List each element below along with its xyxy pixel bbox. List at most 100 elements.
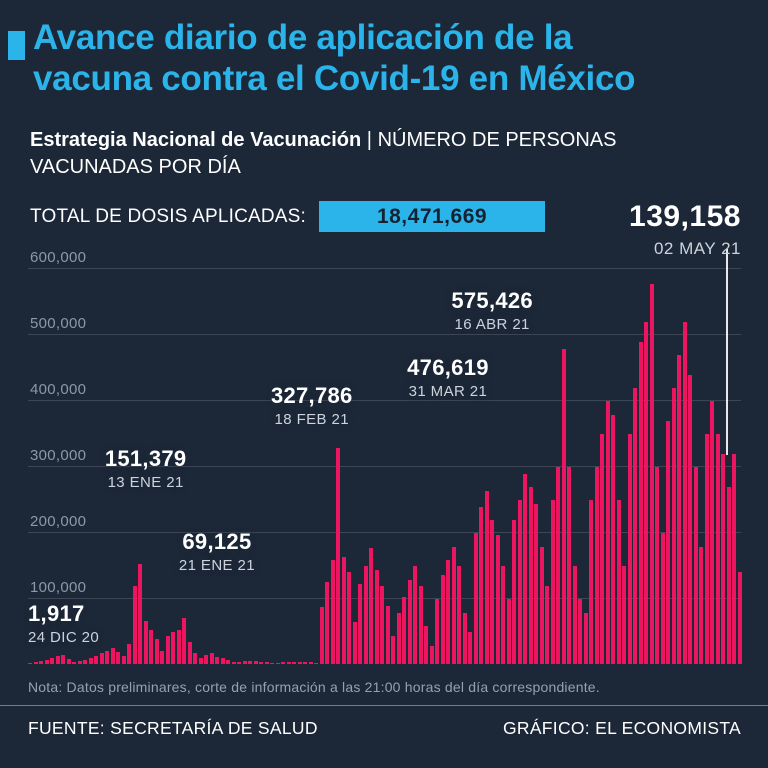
bar (275, 662, 280, 664)
bar (369, 547, 373, 664)
total-doses-label: TOTAL DE DOSIS APLICADAS: (30, 205, 307, 227)
bar (253, 661, 258, 664)
bar (402, 596, 406, 664)
bar (611, 414, 615, 664)
footer: FUENTE: SECRETARÍA DE SALUD GRÁFICO: EL … (28, 718, 741, 739)
graphic-credit: GRÁFICO: EL ECONOMISTA (502, 718, 741, 738)
bar (556, 467, 560, 664)
bar (737, 572, 742, 664)
bar (688, 374, 692, 664)
bar (55, 655, 60, 664)
bar (66, 658, 71, 664)
page-title: Avance diario de aplicación de la vacuna… (33, 17, 636, 99)
bar (330, 559, 335, 664)
bar (314, 662, 318, 664)
bar (270, 662, 274, 664)
bar (385, 605, 390, 664)
bar (171, 632, 175, 664)
bar (429, 645, 434, 664)
gridline (28, 400, 741, 401)
bar (149, 629, 153, 664)
bar (539, 546, 544, 664)
page-title-line2: vacuna contra el Covid-19 en México (33, 59, 636, 98)
bar (281, 662, 285, 664)
y-axis-label: 200,000 (30, 513, 87, 530)
bar (132, 586, 137, 664)
bar (204, 655, 208, 664)
bar (512, 520, 516, 664)
bar (633, 388, 637, 664)
bar (479, 506, 483, 664)
bar (187, 641, 192, 664)
bar (666, 421, 670, 664)
bar (677, 355, 681, 664)
bar (209, 653, 214, 664)
bar (248, 660, 252, 664)
bar (495, 534, 500, 664)
gridline (28, 334, 741, 335)
bar (440, 574, 445, 664)
bar (418, 586, 423, 664)
bar (517, 500, 522, 664)
bar (693, 467, 698, 664)
bar (605, 401, 610, 664)
subtitle-separator: | (366, 129, 372, 151)
bar (325, 581, 329, 664)
bar (83, 659, 87, 664)
bar (671, 388, 676, 664)
bar (237, 662, 241, 664)
bar (380, 586, 384, 664)
footnote: Nota: Datos preliminares, corte de infor… (28, 679, 600, 695)
bar (33, 662, 38, 664)
bar (589, 500, 593, 664)
bar (572, 566, 577, 664)
bar (198, 658, 203, 664)
bar (165, 636, 170, 664)
y-axis-label: 100,000 (30, 579, 87, 596)
gridline (28, 268, 741, 269)
bar (138, 564, 142, 664)
bar (721, 454, 725, 664)
bar (61, 654, 65, 664)
bar (523, 473, 527, 664)
bar (182, 618, 186, 664)
bar (308, 662, 313, 664)
bar (50, 658, 54, 664)
bar (77, 660, 82, 664)
bar (352, 621, 357, 664)
bar (347, 571, 351, 664)
footer-divider (0, 705, 768, 706)
subtitle-strategy: Estrategia Nacional de Vacunación (30, 129, 362, 151)
bar (457, 566, 461, 664)
bar (622, 566, 626, 664)
bar (594, 467, 599, 664)
bar (303, 661, 307, 664)
bar (193, 653, 197, 664)
bar (242, 661, 247, 664)
bar (468, 632, 472, 664)
title-accent-marker (8, 31, 25, 60)
latest-day-value: 139,158 (629, 200, 741, 233)
bar (715, 434, 720, 664)
bar (391, 636, 395, 664)
bar (413, 566, 417, 664)
bar (374, 570, 379, 664)
bar-series (28, 268, 742, 664)
page-title-line1: Avance diario de aplicación de la (33, 18, 573, 57)
bar (699, 546, 703, 664)
bar (462, 612, 467, 664)
subtitle-description: NÚMERO DE PERSONAS VACUNADAS POR DÍA (30, 129, 617, 178)
bar (220, 658, 225, 664)
bar (726, 487, 731, 664)
bar (396, 612, 401, 664)
bar (451, 546, 456, 664)
bar (567, 467, 571, 664)
bar (578, 599, 582, 664)
bar (28, 662, 32, 664)
bar (72, 662, 76, 664)
bar (638, 341, 643, 664)
latest-day-date: 02 MAY 21 (653, 239, 741, 258)
bar (534, 504, 538, 664)
bar (39, 661, 43, 664)
